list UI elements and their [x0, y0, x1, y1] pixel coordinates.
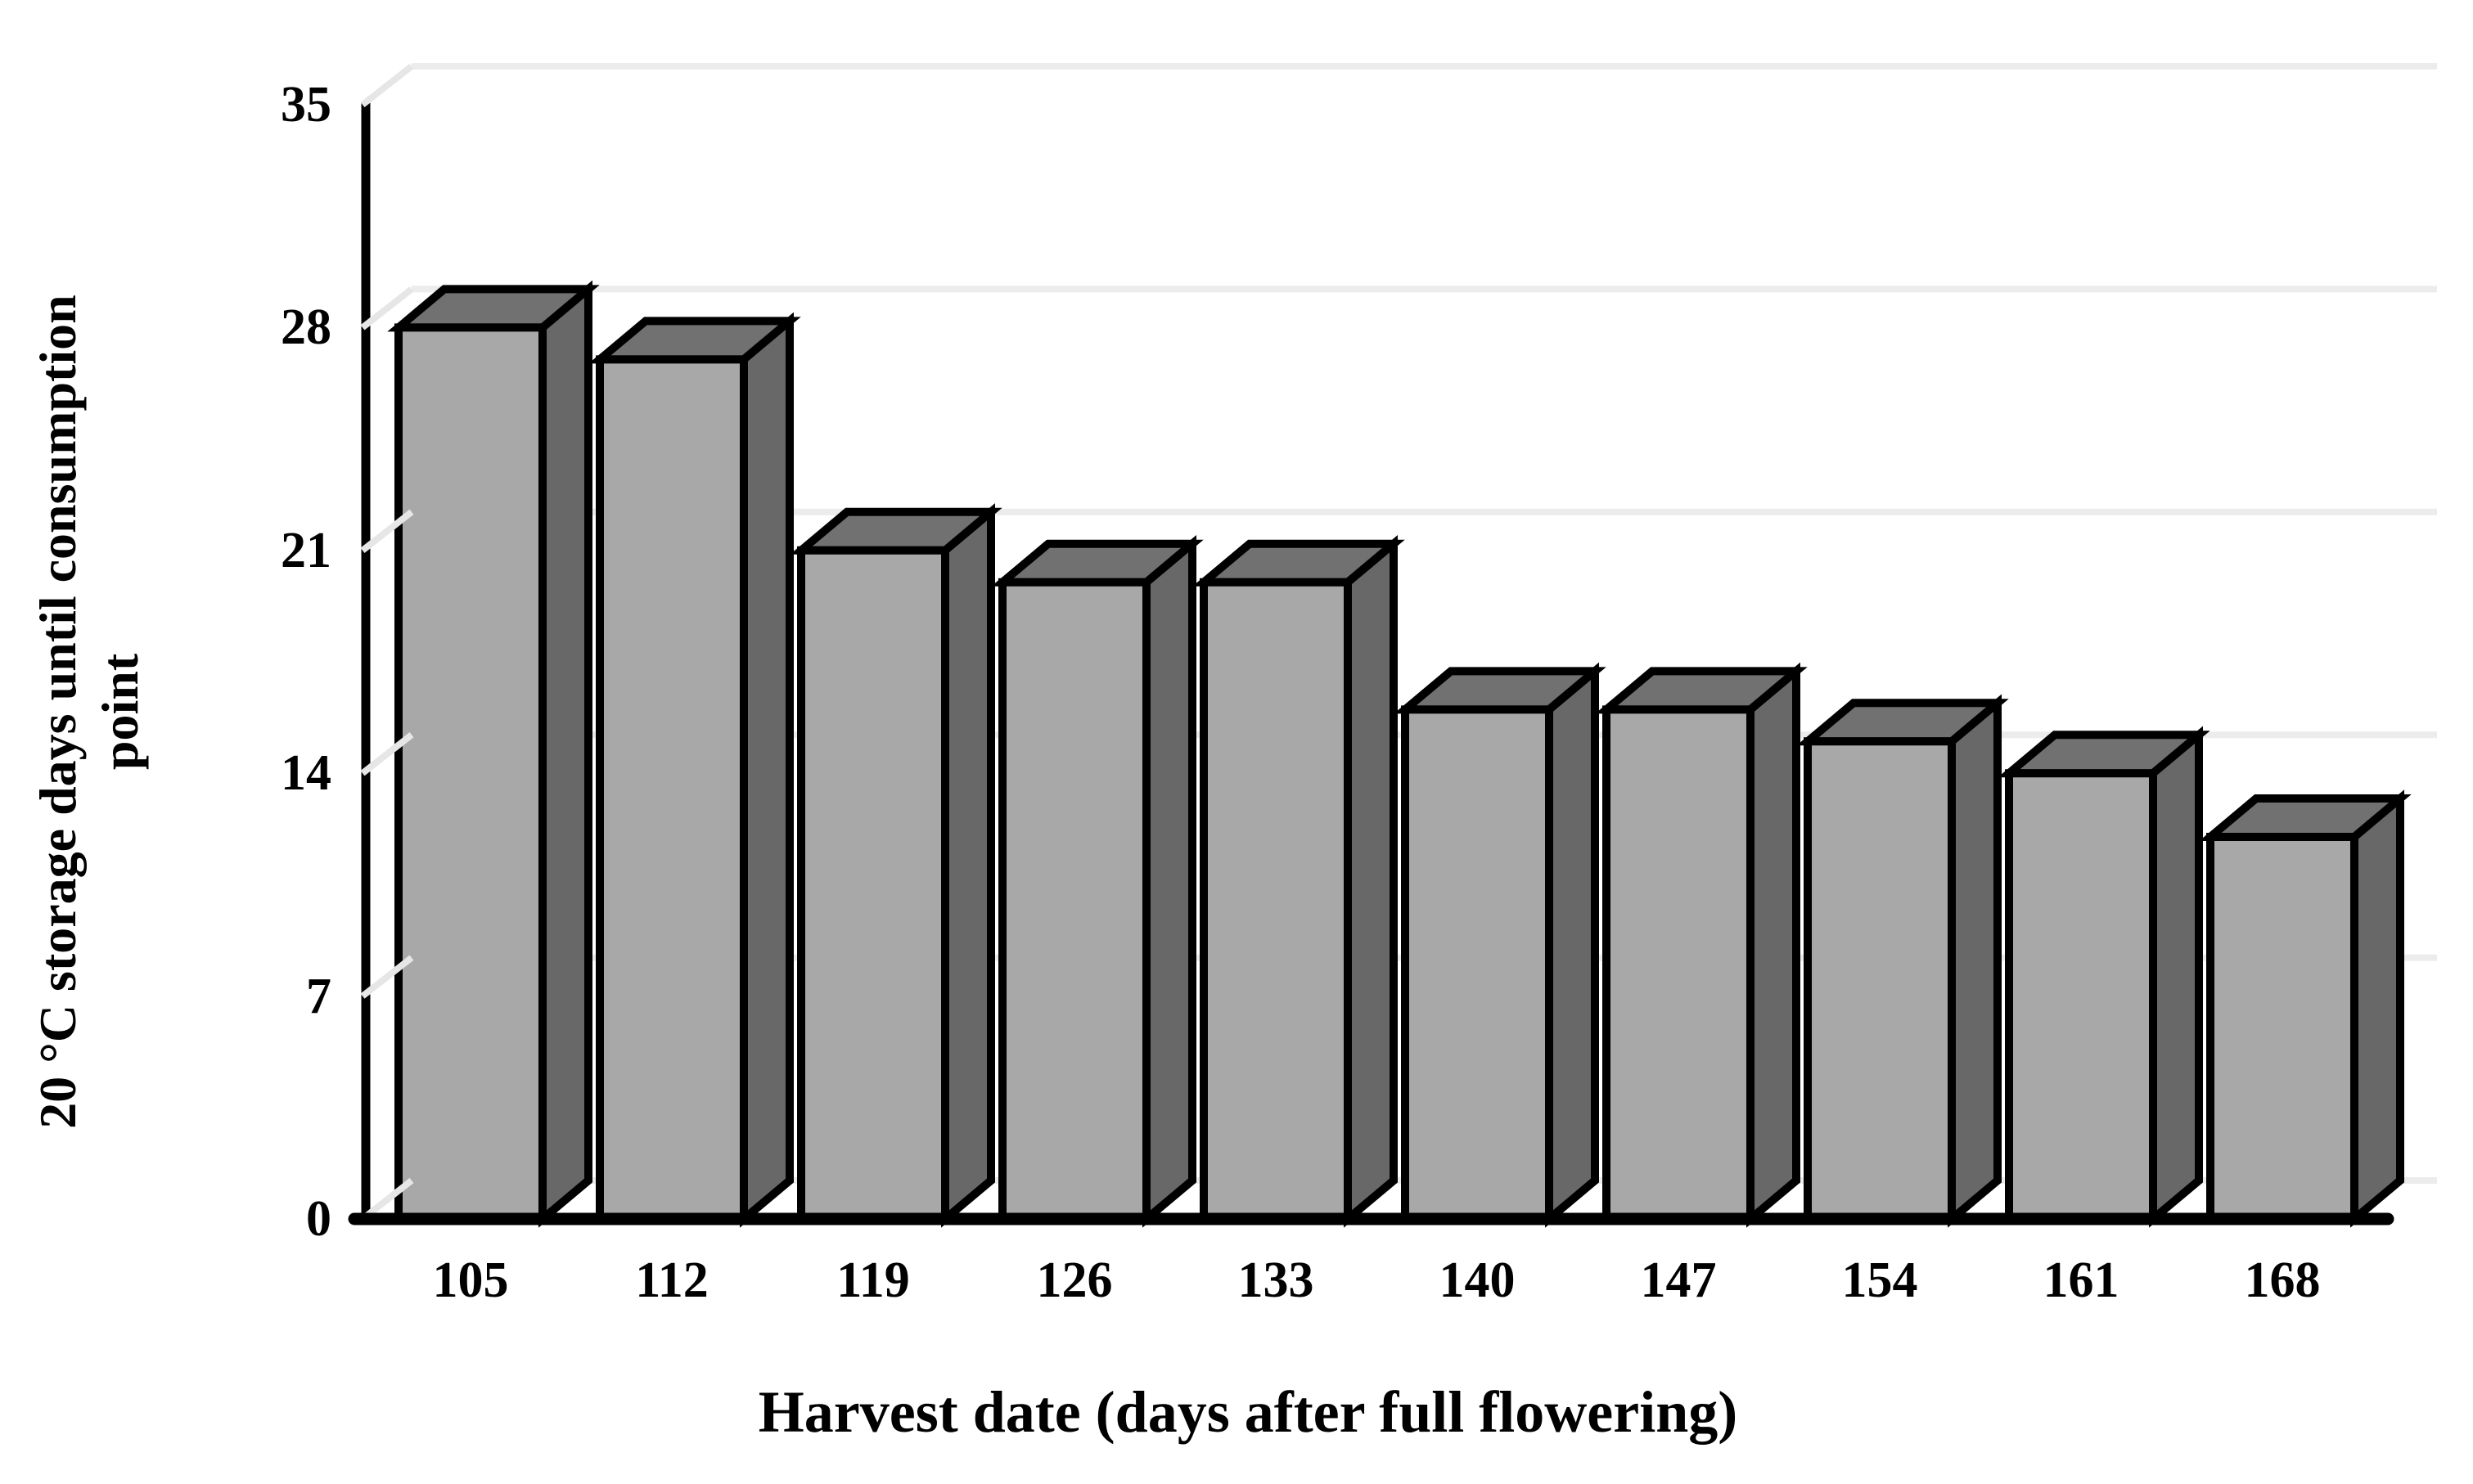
x-axis-title: Harvest date (days after full flowering) [758, 1379, 1738, 1445]
y-axis-title-line-2: point [91, 653, 149, 771]
bar-105-side-face [538, 280, 592, 1228]
bar-161-front-face [2005, 769, 2157, 1223]
bar-112-side-face [740, 312, 794, 1228]
bar-119-front-face [797, 546, 949, 1223]
y-tick-label-35: 35 [281, 77, 331, 133]
y-axis-title-line-1: 20 °C storage days until consumption [29, 295, 87, 1129]
gridline-connector-28 [360, 286, 414, 331]
bar-105-front-face [394, 323, 547, 1223]
x-tick-label-112: 112 [635, 1252, 709, 1308]
bar-147-front-face [1602, 705, 1755, 1223]
y-axis-title: 20 °C storage days until consumption poi… [27, 119, 155, 1305]
x-tick-label-140: 140 [1439, 1252, 1516, 1308]
bar-161-side-face [2149, 726, 2203, 1228]
x-tick-label-105: 105 [432, 1252, 509, 1308]
x-tick-label-154: 154 [1841, 1252, 1918, 1308]
bar-119-side-face [941, 503, 995, 1228]
gridline-connector-21 [360, 509, 414, 553]
bar-168-front-face [2206, 833, 2358, 1223]
y-tick-label-7: 7 [306, 968, 331, 1024]
x-tick-label-161: 161 [2043, 1252, 2119, 1308]
bar-140-front-face [1401, 705, 1553, 1223]
gridline-connector-7 [360, 955, 414, 999]
y-tick-label-28: 28 [281, 299, 331, 356]
bar-168-side-face [2350, 789, 2404, 1228]
x-tick-label-126: 126 [1036, 1252, 1113, 1308]
gridline-connector-0 [360, 1177, 414, 1222]
y-tick-label-21: 21 [281, 522, 331, 578]
bar-147-side-face [1746, 662, 1800, 1228]
bar-126-front-face [998, 578, 1151, 1223]
bar-133-front-face [1200, 578, 1352, 1223]
x-tick-label-119: 119 [836, 1252, 910, 1308]
y-tick-label-14: 14 [281, 745, 331, 802]
bar-126-side-face [1142, 534, 1196, 1228]
bar-112-front-face [596, 355, 748, 1223]
bar-133-side-face [1344, 534, 1398, 1228]
bar-154-side-face [1948, 694, 2002, 1228]
x-tick-label-133: 133 [1237, 1252, 1314, 1308]
x-tick-label-147: 147 [1640, 1252, 1717, 1308]
x-tick-label-168: 168 [2244, 1252, 2321, 1308]
gridline-connector-35 [360, 63, 414, 108]
gridline-connector-14 [360, 732, 414, 776]
y-tick-label-0: 0 [306, 1191, 331, 1247]
bar-140-side-face [1545, 662, 1599, 1228]
bar-154-front-face [1804, 737, 1956, 1223]
